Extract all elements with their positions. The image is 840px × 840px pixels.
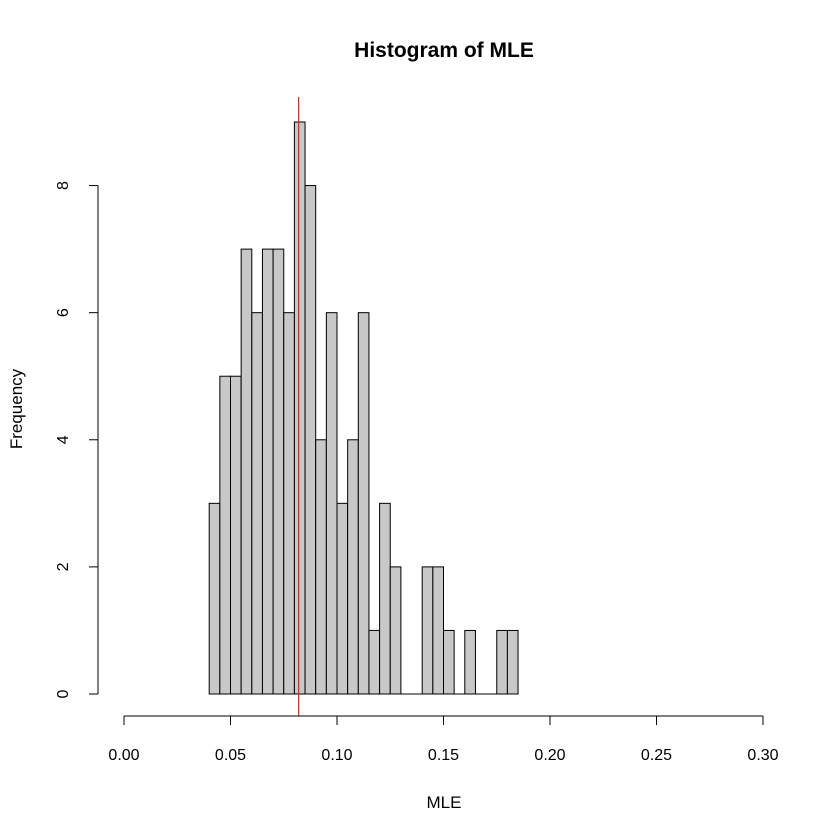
histogram-bar bbox=[325, 312, 338, 695]
x-tick-label: 0.15 bbox=[428, 747, 459, 764]
histogram-bar bbox=[283, 312, 295, 695]
histogram-bar bbox=[389, 566, 402, 695]
y-tick-label: 4 bbox=[55, 435, 72, 444]
histogram-bar bbox=[208, 502, 221, 695]
histogram-bar bbox=[368, 629, 381, 695]
y-tick-label: 8 bbox=[55, 181, 72, 190]
y-tick-label: 6 bbox=[55, 308, 72, 317]
histogram-bar bbox=[506, 629, 519, 695]
y-axis: 0 2 4 6 8 bbox=[55, 181, 99, 698]
histogram-bar bbox=[347, 439, 359, 695]
x-tick-label: 0.20 bbox=[534, 747, 565, 764]
histogram-bar bbox=[293, 121, 306, 695]
histogram-bar bbox=[304, 185, 317, 695]
histogram-bar bbox=[357, 312, 370, 695]
histogram-bar bbox=[496, 629, 508, 695]
x-tick-label: 0.30 bbox=[747, 747, 778, 764]
histogram-bar bbox=[315, 439, 327, 695]
x-tick-label: 0.10 bbox=[321, 747, 352, 764]
histogram-bar bbox=[443, 629, 455, 695]
histogram-bar bbox=[464, 629, 476, 695]
x-axis: 0.00 0.05 0.10 0.15 0.20 0.25 0.30 bbox=[108, 715, 779, 764]
histogram-bar bbox=[379, 502, 391, 695]
chart-title: Histogram of MLE bbox=[354, 39, 534, 62]
histogram-bar bbox=[272, 248, 285, 695]
histogram-bars bbox=[208, 121, 519, 695]
x-tick-label: 0.05 bbox=[215, 747, 246, 764]
y-tick-label: 0 bbox=[55, 689, 72, 698]
y-axis-label: Frequency bbox=[7, 368, 26, 449]
x-axis-label: MLE bbox=[427, 793, 462, 812]
x-tick-label: 0.25 bbox=[641, 747, 672, 764]
histogram-bar bbox=[230, 375, 242, 695]
histogram-bar bbox=[240, 248, 253, 695]
histogram-bar bbox=[251, 312, 263, 695]
histogram-bar bbox=[219, 375, 232, 695]
y-tick-label: 2 bbox=[55, 562, 72, 571]
histogram-bar bbox=[432, 566, 445, 695]
histogram-bar bbox=[261, 248, 274, 695]
histogram-bar bbox=[336, 502, 349, 695]
x-tick-label: 0.00 bbox=[108, 747, 139, 764]
histogram-bar bbox=[421, 566, 434, 695]
